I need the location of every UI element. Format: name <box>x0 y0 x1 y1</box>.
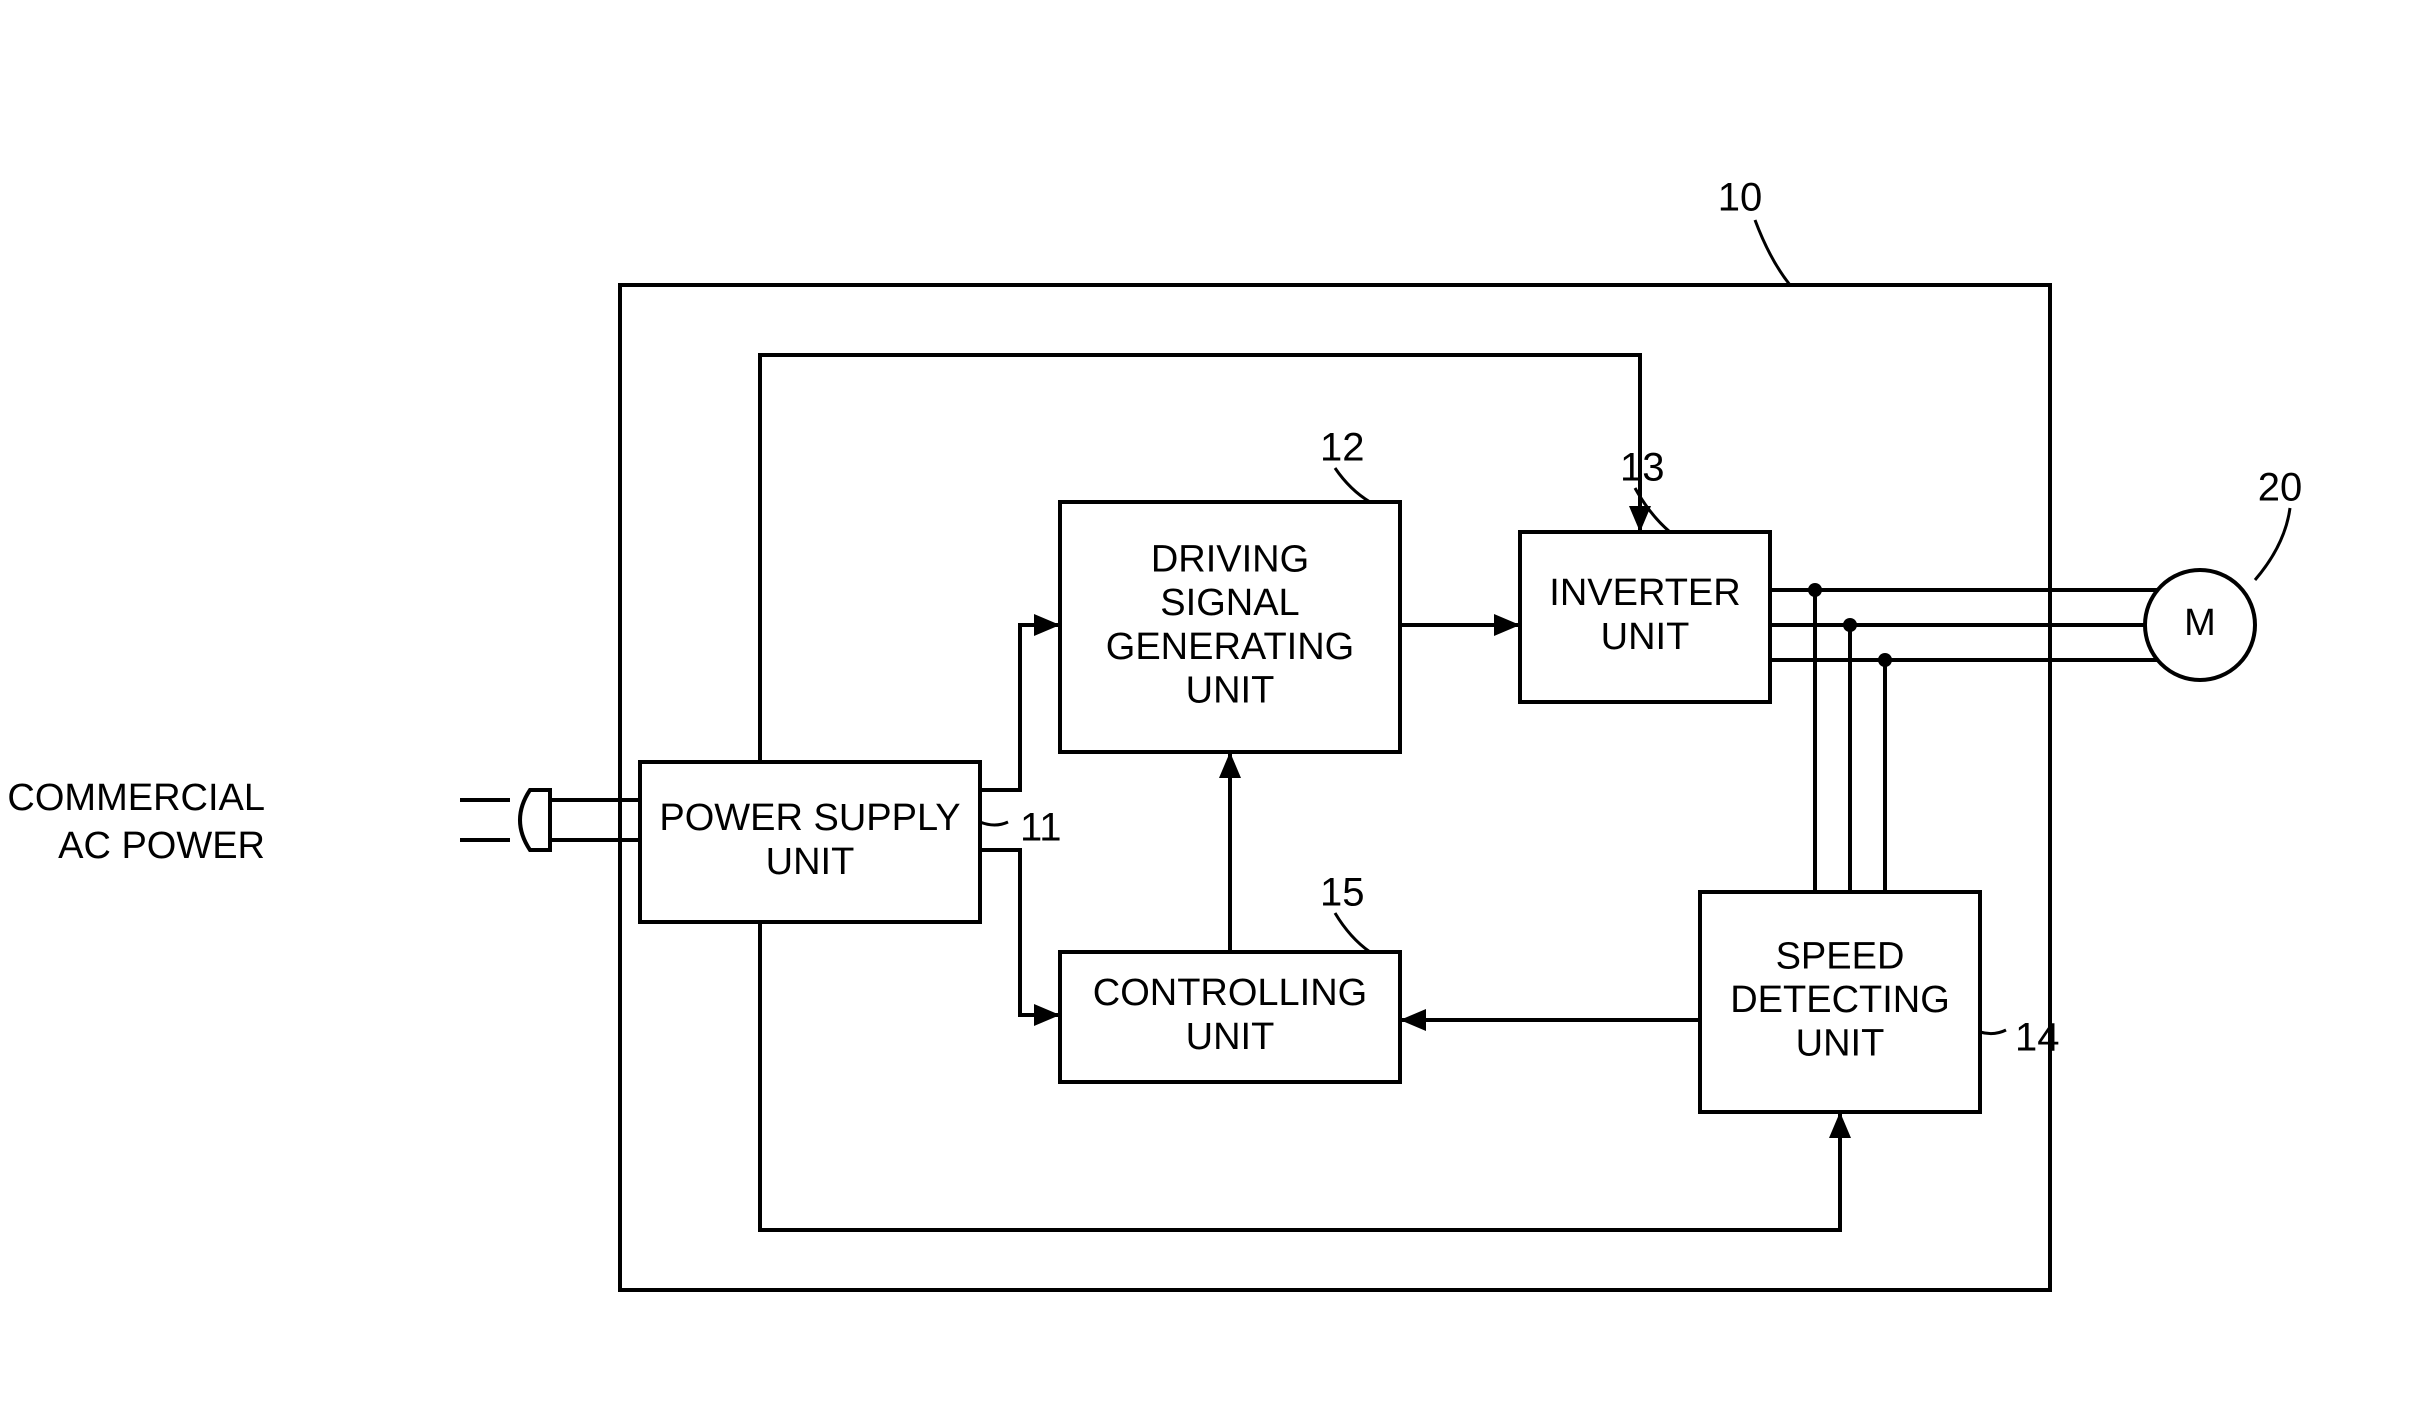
svg-text:15: 15 <box>1320 871 1365 915</box>
svg-text:14: 14 <box>2015 1016 2060 1060</box>
svg-text:20: 20 <box>2258 466 2303 510</box>
svg-text:SPEED: SPEED <box>1776 935 1905 977</box>
svg-text:M: M <box>2184 602 2216 644</box>
svg-text:POWER SUPPLY: POWER SUPPLY <box>659 797 960 839</box>
svg-text:UNIT: UNIT <box>1186 1016 1275 1058</box>
svg-text:12: 12 <box>1320 426 1365 470</box>
svg-text:DETECTING: DETECTING <box>1730 979 1950 1021</box>
svg-text:AC POWER: AC POWER <box>58 825 265 867</box>
svg-text:GENERATING: GENERATING <box>1106 626 1354 668</box>
svg-text:DRIVING: DRIVING <box>1151 538 1309 580</box>
svg-text:UNIT: UNIT <box>1796 1023 1885 1065</box>
svg-text:UNIT: UNIT <box>1601 616 1690 658</box>
block-diagram: COMMERCIALAC POWER10POWER SUPPLYUNIT11DR… <box>0 0 2429 1407</box>
svg-text:CONTROLLING: CONTROLLING <box>1093 972 1367 1014</box>
svg-text:11: 11 <box>1020 806 1062 850</box>
svg-text:COMMERCIAL: COMMERCIAL <box>7 777 265 819</box>
svg-text:SIGNAL: SIGNAL <box>1160 582 1299 624</box>
svg-text:UNIT: UNIT <box>1186 670 1275 712</box>
svg-text:13: 13 <box>1620 446 1665 490</box>
svg-text:10: 10 <box>1718 176 1763 220</box>
svg-text:UNIT: UNIT <box>766 841 855 883</box>
svg-text:INVERTER: INVERTER <box>1549 572 1740 614</box>
